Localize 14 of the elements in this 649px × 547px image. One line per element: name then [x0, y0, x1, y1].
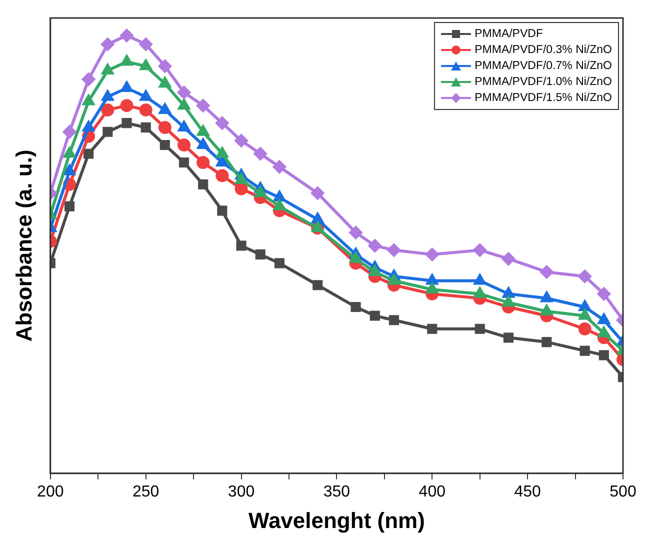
x-tick-label: 250	[132, 483, 160, 500]
legend-label: PMMA/PVDF/0.3% Ni/ZnO	[474, 43, 612, 58]
legend-label: PMMA/PVDF	[474, 27, 543, 42]
legend-label: PMMA/PVDF/0.7% Ni/ZnO	[474, 59, 612, 74]
legend-label: PMMA/PVDF/1.5% Ni/ZnO	[474, 91, 612, 106]
legend-label: PMMA/PVDF/1.0% Ni/ZnO	[474, 75, 612, 90]
x-axis-title: Wavelenght (nm)	[248, 508, 425, 533]
x-tick-label: 200	[37, 483, 64, 500]
x-tick-label: 450	[514, 483, 542, 500]
x-tick-label: 400	[418, 483, 446, 500]
x-tick-label: 500	[610, 483, 636, 500]
x-tick-label: 350	[323, 483, 350, 500]
x-tick-label: 300	[228, 483, 255, 500]
y-axis-title: Absorbance (a. u.)	[11, 150, 36, 342]
